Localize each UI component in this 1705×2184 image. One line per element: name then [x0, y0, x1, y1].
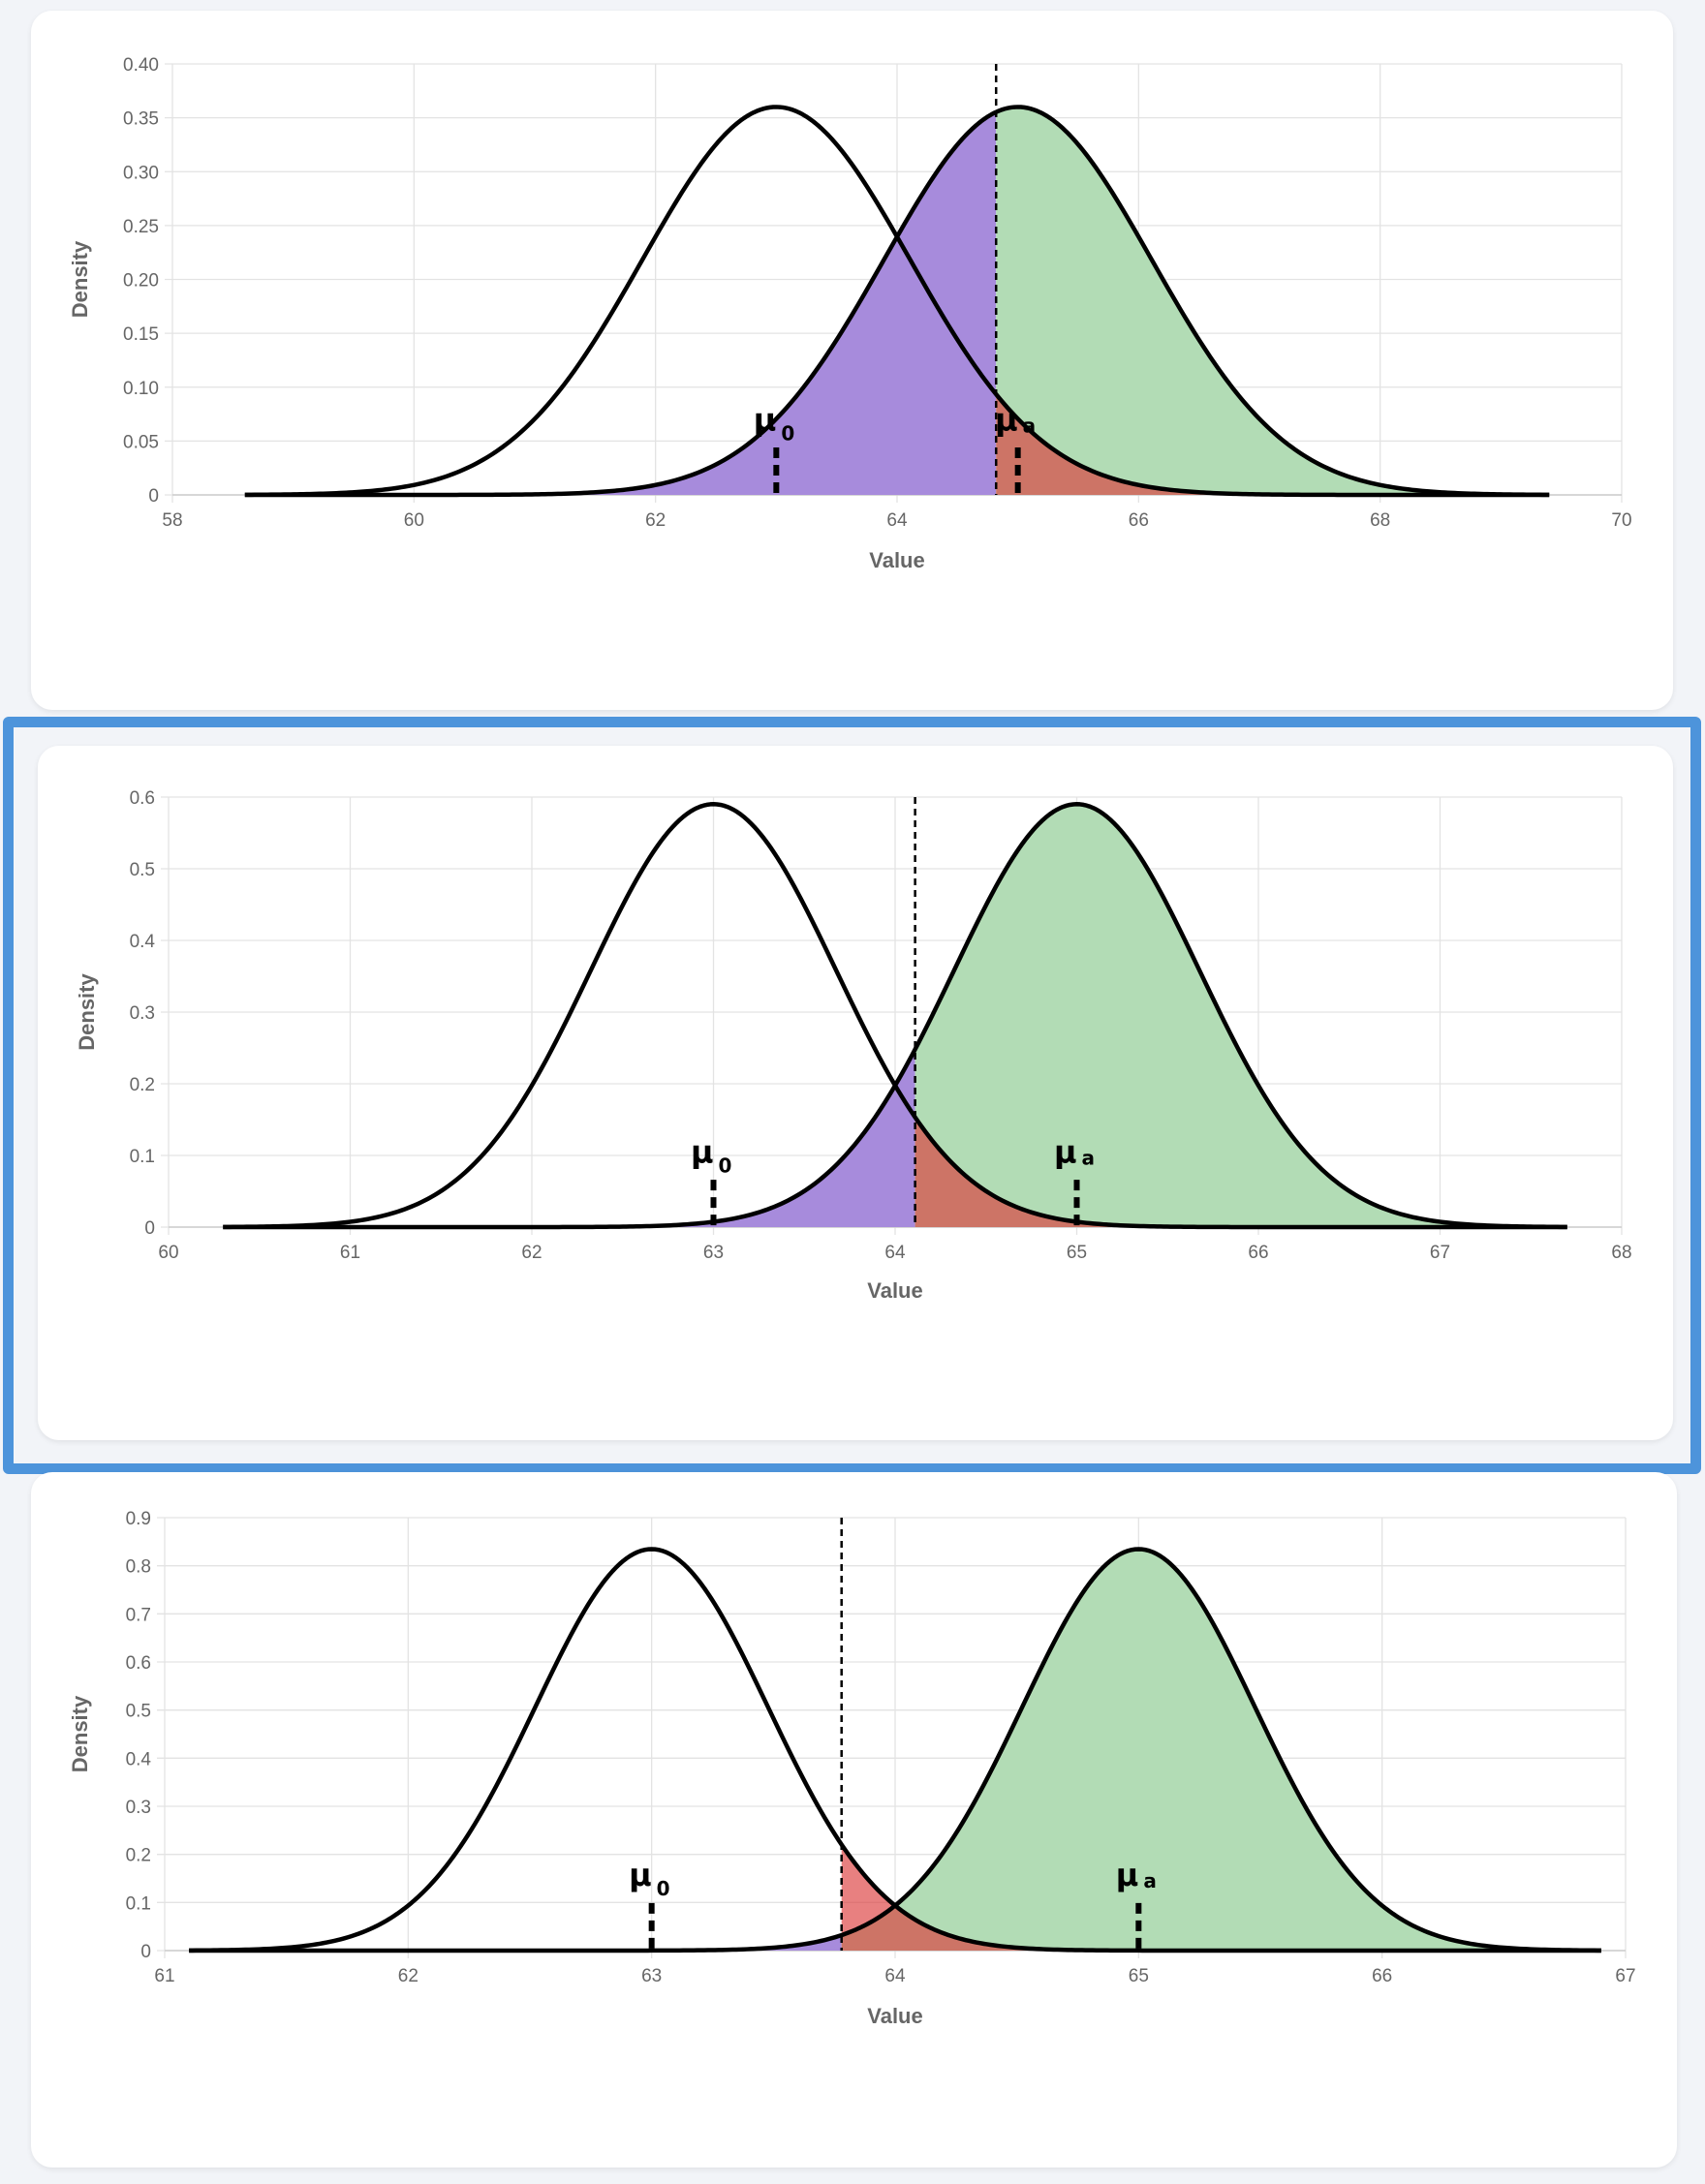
selection-highlight: [3, 717, 1701, 1474]
x-tick-label: 65: [1129, 1966, 1149, 1986]
power-chart-2: 60 61 62 63 64 65 66 67 68 0 0.1 0.2 0.3 0.4 0.5 0.6 Val…: [75, 788, 1632, 1303]
power-chart-3: 61 62 63 64 65 66 67 0 0.1 0.2 0.3 0.4 0.5 0.6 0.7 0.8 0…: [68, 1509, 1636, 2028]
x-tick-label: 60: [404, 510, 424, 531]
beta-region: [244, 111, 997, 496]
x-tick-label: 64: [886, 510, 908, 531]
y-tick-label: 0.9: [126, 1509, 151, 1529]
x-tick-label: 62: [521, 1243, 542, 1263]
x-tick-label: 65: [1067, 1243, 1087, 1263]
mu0-label-subscript: 0: [719, 1154, 732, 1177]
x-axis-title: Value: [867, 2004, 922, 2028]
x-tick-label: 58: [162, 510, 182, 531]
x-axis-title: Value: [869, 548, 924, 572]
x-tick-label: 70: [1611, 510, 1631, 531]
y-axis-title: Density: [68, 240, 92, 318]
y-axis-title: Density: [75, 973, 99, 1051]
mua-label-subscript: a: [1023, 414, 1037, 437]
power-region: [996, 107, 1550, 495]
y-axis-title: Density: [68, 1695, 92, 1772]
chart-card-2[interactable]: 60 61 62 63 64 65 66 67 68 0 0.1 0.2 0.3 0.4 0.5 0.6 Val…: [38, 746, 1673, 1440]
y-tick-label: 0.20: [123, 271, 159, 292]
mua-label: μ: [1116, 1857, 1139, 1893]
alternative-distribution-curve: [223, 802, 1567, 1230]
power-chart-1: 58 60 62 64 66 68 70 0 0.05 0.10 0.15 0.20 0.25 0.30 0…: [68, 55, 1632, 572]
y-tick-label: 0.25: [123, 217, 159, 237]
y-tick-label: 0.7: [126, 1605, 151, 1625]
x-tick-label: 67: [1430, 1243, 1450, 1263]
alpha-region: [841, 1844, 1601, 1951]
y-tick-label: 0.10: [123, 379, 159, 399]
mua-label-subscript: a: [1082, 1146, 1096, 1169]
y-tick-label: 0.6: [126, 1653, 151, 1674]
x-tick-label: 66: [1372, 1966, 1392, 1986]
y-tick-label: 0.2: [126, 1846, 151, 1866]
alpha-region: [996, 394, 1550, 495]
y-tick-label: 0.05: [123, 432, 159, 452]
x-tick-label: 68: [1370, 510, 1390, 531]
y-tick-label: 0.15: [123, 324, 159, 345]
x-tick-label: 67: [1615, 1966, 1635, 1986]
mua-label-subscript: a: [1143, 1869, 1157, 1892]
x-tick-label: 62: [398, 1966, 418, 1986]
mu0-label-subscript: 0: [657, 1877, 670, 1900]
x-tick-label: 60: [158, 1243, 178, 1263]
mu0-label: μ: [754, 401, 777, 438]
chart-card-3[interactable]: 61 62 63 64 65 66 67 0 0.1 0.2 0.3 0.4 0.5 0.6 0.7 0.8 0…: [31, 1472, 1677, 2168]
mua-label: μ: [1054, 1133, 1077, 1170]
x-axis-title: Value: [867, 1278, 922, 1303]
y-tick-label: 0.3: [130, 1003, 155, 1024]
mu0-label-subscript: 0: [781, 421, 794, 445]
alpha-region: [914, 1117, 1567, 1227]
alternative-distribution-curve: [244, 105, 1550, 498]
y-tick-label: 0.5: [126, 1702, 151, 1722]
x-tick-label: 61: [154, 1966, 174, 1986]
y-tick-label: 0.6: [130, 788, 155, 809]
y-tick-label: 0.30: [123, 163, 159, 183]
x-tick-label: 64: [884, 1243, 906, 1263]
alternative-distribution-curve: [189, 1547, 1601, 1953]
chart-card-1[interactable]: 58 60 62 64 66 68 70 0 0.05 0.10 0.15 0.20 0.25 0.30 0…: [31, 11, 1673, 710]
power-region: [841, 1549, 1601, 1951]
x-tick-label: 62: [645, 510, 666, 531]
x-tick-label: 63: [703, 1243, 724, 1263]
y-tick-label: 0.5: [130, 860, 155, 880]
y-tick-label: 0.8: [126, 1557, 151, 1578]
power-region: [914, 804, 1567, 1227]
y-tick-label: 0.1: [130, 1147, 155, 1167]
mu0-label: μ: [629, 1857, 652, 1893]
x-tick-label: 68: [1611, 1243, 1631, 1263]
y-tick-label: 0.3: [126, 1798, 151, 1818]
mua-label: μ: [995, 401, 1018, 438]
x-tick-label: 66: [1248, 1243, 1268, 1263]
mu0-label: μ: [691, 1133, 714, 1170]
y-tick-label: 0.35: [123, 109, 159, 130]
y-tick-label: 0.4: [130, 932, 156, 952]
y-tick-label: 0.40: [123, 55, 159, 76]
x-tick-label: 66: [1129, 510, 1149, 531]
x-tick-label: 63: [641, 1966, 662, 1986]
x-tick-label: 64: [884, 1966, 906, 1986]
y-tick-label: 0: [148, 486, 159, 507]
x-tick-label: 61: [340, 1243, 360, 1263]
y-tick-label: 0.4: [126, 1749, 152, 1769]
y-tick-label: 0: [140, 1942, 151, 1962]
y-tick-label: 0.1: [126, 1893, 151, 1914]
y-tick-label: 0: [144, 1218, 155, 1239]
y-tick-label: 0.2: [130, 1075, 155, 1095]
beta-region: [223, 1049, 915, 1227]
